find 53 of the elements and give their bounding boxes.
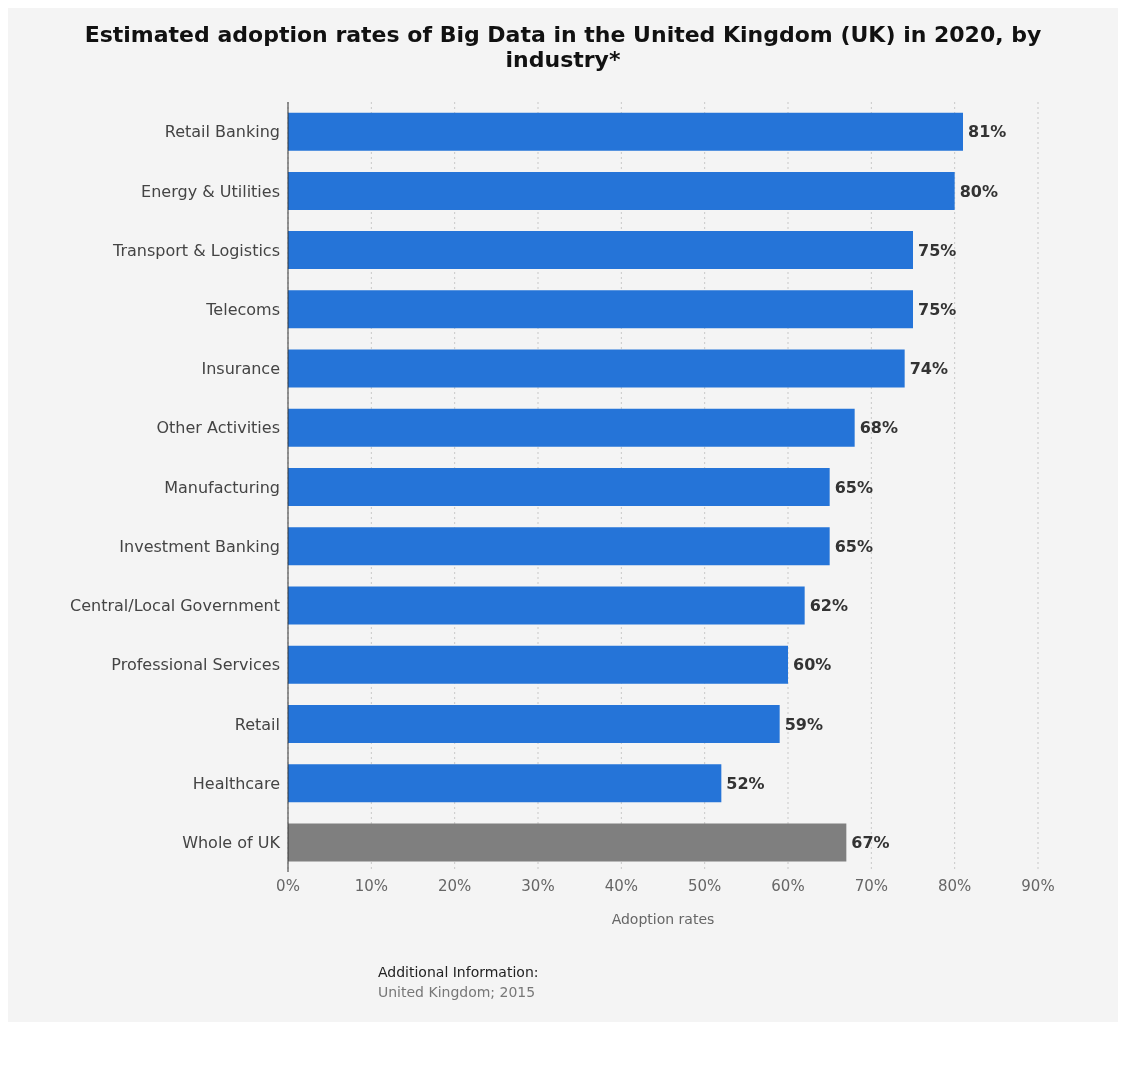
chart-title: Estimated adoption rates of Big Data in the United Kingdom (UK) in 2020, by industry* [83,21,1043,74]
y-tick-label: Insurance [201,359,280,379]
y-tick-label: Investment Banking [119,536,280,556]
x-tick-label: 80% [937,876,972,895]
data-label: 62% [809,596,848,616]
data-label: 74% [909,359,948,379]
bar [288,586,805,625]
data-label: 59% [784,714,823,734]
x-tick-label: 50% [687,876,722,895]
bar [288,468,830,507]
bar [288,171,955,210]
y-tick-label: Whole of UK [182,833,281,853]
data-label: 65% [834,477,873,497]
x-axis-title: Adoption rates [611,911,715,927]
y-tick-label: Energy & Utilities [141,181,280,201]
y-tick-label: Healthcare [192,773,280,793]
x-tick-label: 90% [1021,876,1055,895]
y-tick-label: Retail [234,714,280,734]
data-label: 65% [834,536,873,556]
text: Additional Information: [378,963,540,982]
x-tick-label: 70% [854,876,889,895]
y-tick-label: Manufacturing [164,477,280,497]
bar [288,408,855,447]
data-label: 75% [918,240,957,260]
data-label: 52% [726,773,765,793]
data-label: 67% [851,833,890,853]
x-tick-label: 60% [771,876,805,895]
bar [288,349,905,388]
data-label: 80% [959,181,998,201]
data-label: 75% [918,300,957,320]
data-label: 81% [968,122,1007,142]
bar [288,645,788,684]
text: United Kingdom; 2015 [378,983,537,1002]
x-tick-label: 20% [437,876,472,895]
x-tick-label: 0% [276,876,300,895]
y-tick-label: Telecoms [205,299,280,319]
y-tick-label: Professional Services [111,655,280,675]
x-tick-label: 10% [354,876,389,895]
data-label: 68% [859,418,898,438]
y-tick-label: Central/Local Government [70,596,280,616]
bar [288,112,963,151]
bar [288,290,913,329]
y-tick-label: Transport & Logistics [112,240,280,260]
data-label: 60% [793,655,832,675]
y-tick-label: Other Activities [156,418,280,438]
bar [288,823,847,862]
bar [288,231,913,270]
x-tick-label: 30% [521,876,555,895]
bar [288,527,830,566]
y-tick-label: Retail Banking [164,122,280,142]
bar [288,764,722,803]
x-tick-label: 40% [604,876,639,895]
bar [288,704,780,743]
